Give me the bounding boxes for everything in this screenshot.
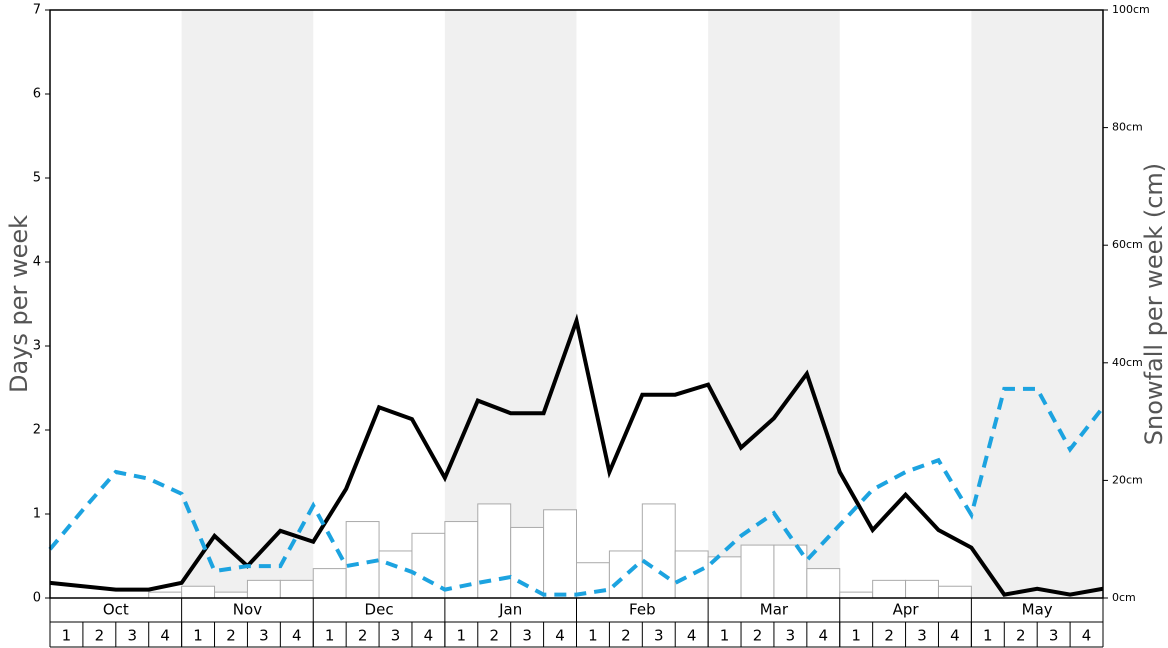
y-tick-label: 3 xyxy=(33,339,41,354)
bar xyxy=(608,550,643,599)
bar xyxy=(214,591,248,599)
y-tick-label: 2 xyxy=(33,423,41,438)
bar xyxy=(312,568,347,599)
month-shade xyxy=(971,10,1103,598)
y-tick-label: 0 xyxy=(33,591,41,606)
x-tick-label: 3 xyxy=(522,627,532,645)
bar xyxy=(937,585,972,599)
x-tick-label: 2 xyxy=(753,627,763,645)
month-shade xyxy=(708,10,840,598)
x-tick-label: 3 xyxy=(1049,627,1059,645)
bar xyxy=(641,503,676,599)
month-label: Feb xyxy=(629,601,656,619)
y2-tick-label: 40cm xyxy=(1112,356,1143,369)
month-shade xyxy=(181,10,314,598)
month-label: May xyxy=(1022,601,1053,619)
month-label: Apr xyxy=(893,601,920,619)
x-tick-label: 2 xyxy=(489,627,499,645)
bar xyxy=(872,579,907,599)
y2-tick-label: 20cm xyxy=(1112,473,1143,486)
month-shade xyxy=(444,10,577,598)
y-tick-label: 5 xyxy=(33,171,41,186)
x-tick-label: 2 xyxy=(1016,627,1026,645)
x-tick-label: 2 xyxy=(621,627,631,645)
x-tick-label: 2 xyxy=(358,627,368,645)
x-tick-label: 1 xyxy=(62,627,72,645)
bar xyxy=(148,591,183,599)
bar xyxy=(279,579,314,599)
month-label: Dec xyxy=(365,601,394,619)
y-axis-label: Days per week xyxy=(5,215,33,393)
x-tick-label: 4 xyxy=(950,627,960,645)
y2-tick-label: 60cm xyxy=(1112,238,1143,251)
bar xyxy=(674,550,709,599)
x-tick-label: 4 xyxy=(292,627,302,645)
bar xyxy=(740,544,775,599)
bar xyxy=(378,550,413,599)
x-tick-label: 2 xyxy=(95,627,105,645)
bar xyxy=(411,532,446,599)
bar xyxy=(181,585,216,599)
x-tick-label: 4 xyxy=(160,627,170,645)
x-tick-label: 1 xyxy=(588,627,598,645)
line xyxy=(48,386,1105,597)
x-tick-label: 3 xyxy=(917,627,927,645)
y-tick-label: 6 xyxy=(33,87,41,102)
month-label: Nov xyxy=(233,601,262,619)
x-tick-label: 2 xyxy=(884,627,894,645)
x-tick-label: 1 xyxy=(720,627,730,645)
x-tick-label: 3 xyxy=(259,627,269,645)
bar xyxy=(839,591,874,599)
x-tick-label: 1 xyxy=(325,627,335,645)
x-tick-label: 3 xyxy=(391,627,401,645)
x-tick-label: 1 xyxy=(851,627,861,645)
x-tick-label: 3 xyxy=(127,627,137,645)
y-tick-label: 1 xyxy=(33,507,41,522)
line xyxy=(49,313,1104,597)
bar xyxy=(246,579,281,599)
x-tick-label: 1 xyxy=(983,627,993,645)
x-tick-label: 4 xyxy=(1082,627,1092,645)
x-tick-label: 3 xyxy=(654,627,664,645)
y-tick-label: 7 xyxy=(33,3,41,18)
y-tick-label: 4 xyxy=(33,255,41,270)
y2-tick-label: 0cm xyxy=(1112,591,1136,604)
x-tick-label: 4 xyxy=(819,627,829,645)
x-tick-label: 4 xyxy=(424,627,434,645)
bar xyxy=(543,509,577,599)
x-tick-label: 4 xyxy=(687,627,697,645)
x-tick-label: 1 xyxy=(193,627,203,645)
month-label: Jan xyxy=(498,601,522,619)
y2-tick-label: 100cm xyxy=(1112,3,1150,16)
month-label: Oct xyxy=(103,601,129,619)
bar xyxy=(806,568,841,599)
x-tick-label: 3 xyxy=(786,627,796,645)
x-tick-label: 1 xyxy=(457,627,467,645)
x-tick-label: 4 xyxy=(555,627,565,645)
x-tick-label: 2 xyxy=(226,627,236,645)
y2-axis-label: Snowfall per week (cm) xyxy=(1140,163,1168,445)
month-label: Mar xyxy=(760,601,789,619)
y2-tick-label: 80cm xyxy=(1112,121,1143,134)
bar xyxy=(905,579,939,599)
